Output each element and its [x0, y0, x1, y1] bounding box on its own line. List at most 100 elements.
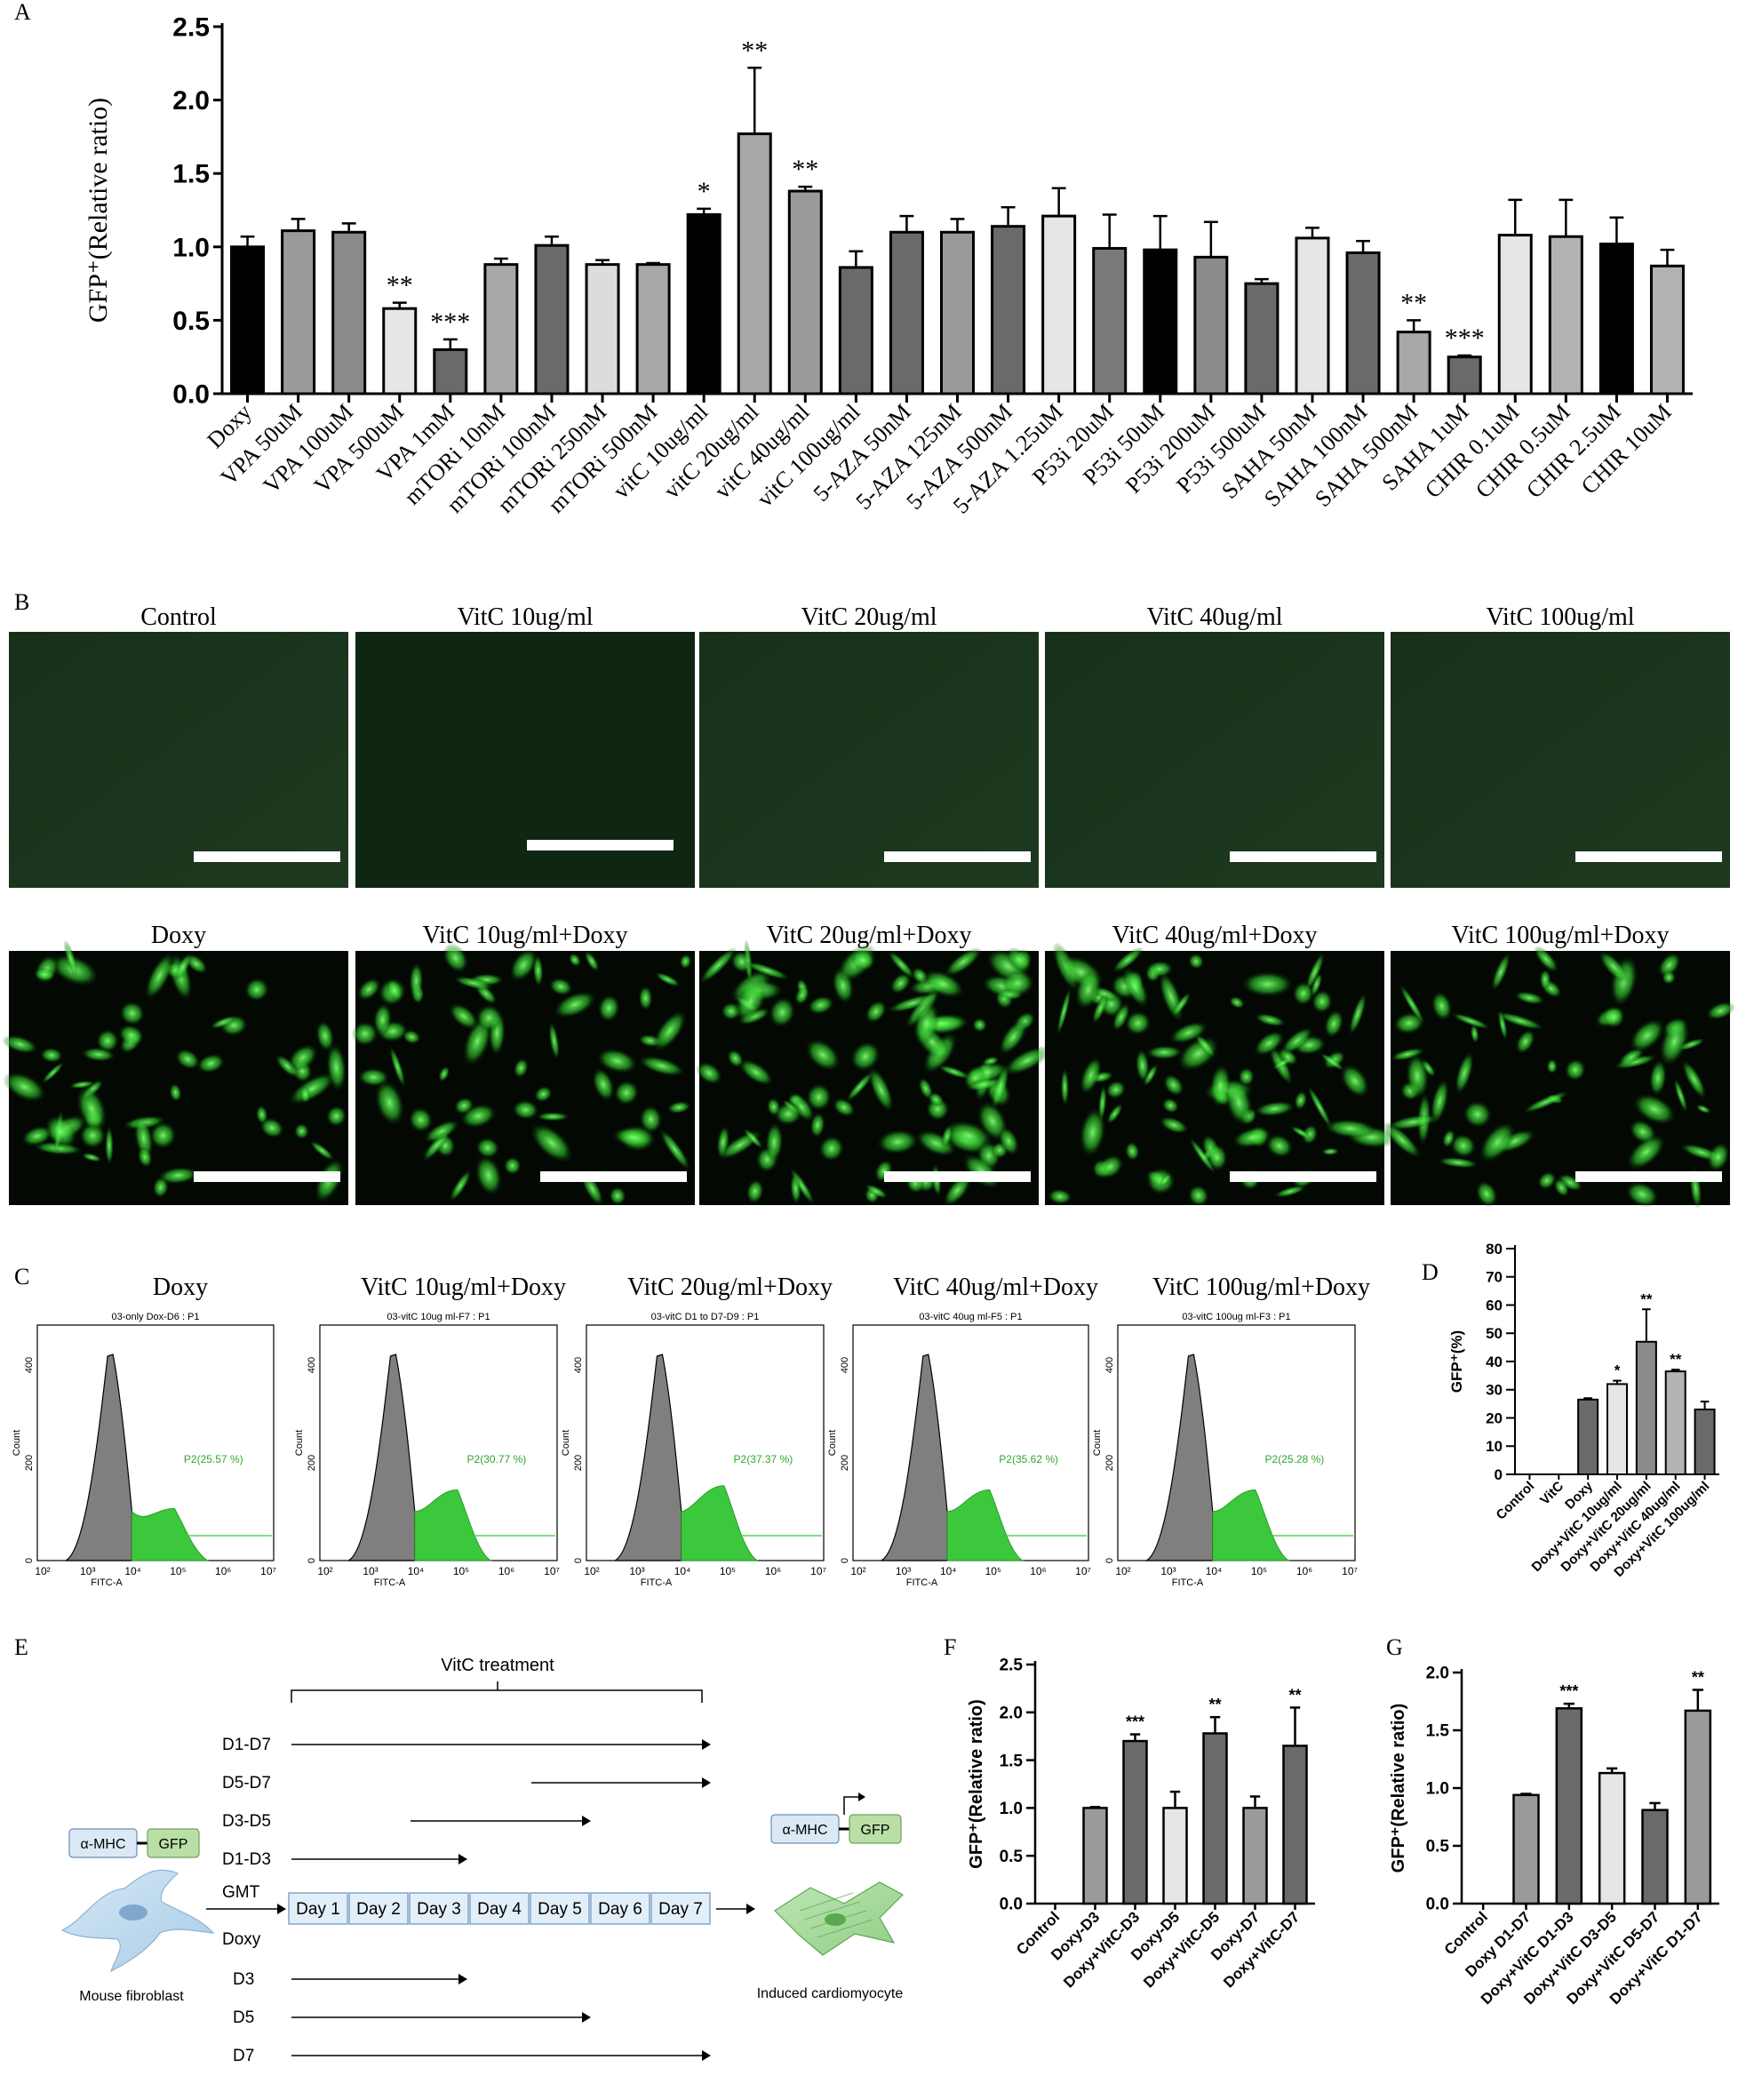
cell-fluorescence: [805, 1038, 841, 1072]
cell-fluorescence: [1564, 1058, 1586, 1082]
day-box: [650, 1892, 711, 1925]
cell-fluorescence: [745, 1178, 764, 1204]
cell-fluorescence: [1390, 1047, 1425, 1061]
cell-fluorescence: [357, 978, 381, 1001]
flow-gate-label: P2(30.77 %): [467, 1453, 527, 1465]
significance-label: **: [1692, 1669, 1704, 1687]
cell-fluorescence: [288, 1072, 336, 1106]
cell-fluorescence: [638, 1055, 685, 1076]
cell-fluorescence: [1430, 1078, 1449, 1124]
y-axis-label: GFP⁺(Relative ratio): [967, 1699, 986, 1869]
scale-bar: [1575, 851, 1722, 862]
image-title: VitC 100ug/ml+Doxy: [1451, 922, 1669, 949]
cell-fluorescence: [1662, 970, 1677, 985]
cell-fluorescence: [1437, 1156, 1479, 1169]
right-reporter-label: GFP: [861, 1823, 890, 1838]
left-reporter-label: GFP: [159, 1837, 188, 1852]
bar: [1577, 1398, 1599, 1476]
cell-fluorescence: [1112, 1002, 1130, 1032]
cell-fluorescence: [1706, 1002, 1735, 1020]
image-title: VitC 40ug/ml: [1146, 603, 1282, 631]
flow-cytometry-panel: Doxy 03-only Dox-D6 : P1 0 200 400 Count 10² 10…: [12, 1274, 1370, 1588]
flow-x-tick-label: 10⁷: [1075, 1565, 1091, 1577]
flow-x-tick-label: 10²: [584, 1565, 599, 1577]
bar: [1555, 1707, 1583, 1905]
cell-fluorescence: [1161, 1098, 1179, 1114]
y-tick-label: 1.5: [172, 160, 210, 189]
flow-x-tick-label: 10³: [80, 1565, 95, 1577]
fibroblast-label: Mouse fibroblast: [79, 1989, 184, 2004]
flow-x-axis-label: FITC-A: [374, 1577, 406, 1588]
cell-fluorescence: [807, 995, 834, 1015]
cell-fluorescence: [1265, 1134, 1294, 1158]
y-tick-label: 2.5: [172, 13, 210, 43]
flow-x-axis-label: FITC-A: [906, 1577, 938, 1588]
flow-x-axis-label: FITC-A: [641, 1577, 673, 1588]
cell-fluorescence: [1678, 1038, 1706, 1051]
scale-bar: [194, 851, 340, 862]
cell-fluorescence: [845, 1071, 874, 1102]
day-timeline: Day 1 Day 2 Day 3 Day 4 Day 5 Day 6 Day 7: [288, 1892, 711, 1925]
cell-fluorescence: [1091, 993, 1109, 1025]
flow-x-tick-label: 10²: [850, 1565, 865, 1577]
flow-histogram-gfp: [131, 1507, 210, 1561]
cell-fluorescence: [3, 1071, 46, 1103]
cell-fluorescence: [1292, 981, 1314, 1006]
cell-fluorescence: [1254, 1013, 1287, 1027]
cell-fluorescence: [536, 1112, 570, 1122]
cell-fluorescence: [509, 948, 538, 982]
bar: [1635, 1340, 1657, 1476]
flow-x-tick-label: 10⁵: [170, 1565, 186, 1577]
scale-bar: [527, 840, 674, 850]
bar: [433, 347, 468, 395]
flow-histogram-gfp: [946, 1489, 1024, 1561]
significance-label: **: [1640, 1290, 1653, 1307]
flow-x-tick-label: 10³: [629, 1565, 644, 1577]
cell-fluorescence: [876, 1129, 919, 1155]
image-title: VitC 10ug/ml: [457, 603, 593, 631]
arrowhead-d1-d3: [458, 1854, 467, 1864]
flow-gate-label: P2(37.37 %): [734, 1453, 793, 1465]
cell-fluorescence: [1159, 1173, 1172, 1187]
cell-fluorescence: [596, 1048, 638, 1074]
cell-fluorescence: [1080, 1056, 1103, 1095]
flow-y-tick-label: 200: [24, 1455, 35, 1471]
cell-fluorescence: [655, 971, 681, 987]
y-axis-label: GFP⁺(Relative ratio): [1389, 1704, 1408, 1873]
cell-fluorescence: [81, 1153, 102, 1162]
flow-x-tick-label: 10⁷: [260, 1565, 276, 1577]
cell-fluorescence: [1106, 1103, 1123, 1124]
significance-label: ***: [1126, 1713, 1144, 1731]
flow-histogram-gfp: [681, 1485, 759, 1561]
cell-fluorescence: [287, 1043, 318, 1072]
cell-fluorescence: [794, 986, 809, 1005]
significance-label: **: [1400, 288, 1427, 317]
cell-fluorescence: [609, 1186, 626, 1206]
image-title: Control: [140, 603, 217, 631]
day-box: [288, 1892, 348, 1925]
bar: [991, 225, 1026, 395]
cell-fluorescence: [613, 1080, 640, 1106]
day-box: [409, 1892, 469, 1925]
day-box: [530, 1892, 590, 1925]
y-tick-label: 1.5: [1426, 1722, 1450, 1741]
cell-fluorescence: [475, 1004, 503, 1032]
bar: [1664, 1370, 1686, 1476]
bar: [1193, 255, 1229, 395]
cell-fluorescence: [118, 1024, 145, 1046]
flow-x-tick-label: 10³: [1160, 1565, 1176, 1577]
cell-fluorescence: [1254, 1030, 1285, 1057]
flow-y-tick-label: 0: [840, 1558, 850, 1563]
cell-fluorescence: [696, 1061, 722, 1085]
significance-label: **: [1208, 1696, 1221, 1713]
bar: [1497, 234, 1533, 395]
flow-y-axis-label: Count: [561, 1430, 571, 1456]
cell-fluorescence: [943, 1174, 972, 1207]
y-tick-label: 0.0: [172, 380, 210, 410]
flow-histogram-negative: [614, 1353, 682, 1561]
cell-fluorescence: [534, 1085, 553, 1103]
bar: [1684, 1709, 1712, 1905]
cell-fluorescence: [818, 1135, 845, 1162]
cell-fluorescence: [1349, 992, 1367, 1036]
